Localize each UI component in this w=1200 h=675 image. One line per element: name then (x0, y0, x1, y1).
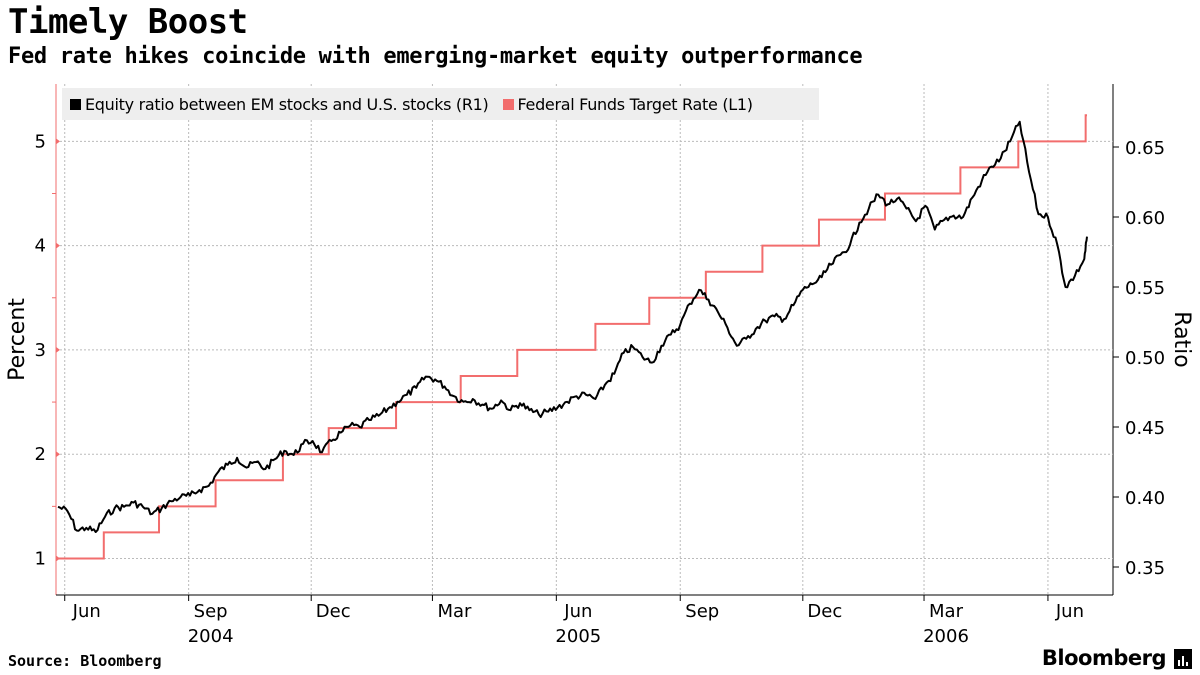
x-tick-label: Sep (194, 601, 228, 622)
left-axis-title: Percent (5, 298, 30, 381)
left-tick-marker (56, 242, 60, 249)
legend-entry-fed-funds: Federal Funds Target Rate (L1) (495, 95, 753, 114)
legend-swatch-red (502, 98, 514, 110)
right-tick-label: 0.45 (1125, 418, 1165, 439)
fed-funds-rate-line (58, 114, 1087, 560)
right-tick-label: 0.55 (1125, 278, 1165, 299)
bloomberg-bars-icon (1174, 649, 1192, 669)
x-tick-label: Jun (72, 601, 101, 622)
legend-label-equity-ratio: Equity ratio between EM stocks and U.S. … (85, 94, 489, 114)
x-tick-label: Mar (437, 601, 472, 622)
source-note: Source: Bloomberg (8, 652, 162, 670)
right-tick-label: 0.40 (1125, 488, 1165, 509)
x-tick-label: Jun (1055, 601, 1084, 622)
legend-label-fed-funds: Federal Funds Target Rate (L1) (517, 94, 754, 114)
left-tick-marker (56, 451, 60, 458)
right-tick-label: 0.50 (1125, 348, 1165, 369)
left-tick-label: 5 (35, 131, 46, 152)
legend-entry-equity-ratio: Equity ratio between EM stocks and U.S. … (62, 95, 489, 114)
x-tick-label: Dec (316, 601, 351, 622)
chart-title: Timely Boost (8, 2, 248, 42)
right-tick-label: 0.60 (1125, 208, 1165, 229)
right-tick-label: 0.65 (1125, 138, 1165, 159)
x-tick-label: Sep (685, 601, 719, 622)
x-tick-label: Mar (929, 601, 964, 622)
equity-ratio-line (57, 120, 1088, 533)
right-axis-title: Ratio (1169, 311, 1194, 367)
x-year-label: 2004 (188, 626, 234, 647)
legend-swatch-black (70, 98, 81, 110)
left-tick-label: 1 (35, 549, 46, 570)
left-tick-label: 4 (35, 236, 46, 257)
left-tick-marker (56, 346, 60, 353)
x-tick-label: Dec (807, 601, 842, 622)
right-tick-label: 0.35 (1125, 558, 1165, 579)
x-year-label: 2005 (555, 626, 601, 647)
chart-subtitle: Fed rate hikes coincide with emerging-ma… (8, 44, 863, 69)
left-tick-marker (56, 138, 60, 145)
x-year-label: 2006 (923, 626, 969, 647)
x-tick-label: Jun (563, 601, 592, 622)
left-tick-label: 3 (35, 340, 46, 361)
chart-legend: Equity ratio between EM stocks and U.S. … (62, 88, 819, 120)
brand-logo: Bloomberg (1041, 646, 1167, 670)
left-tick-label: 2 (35, 444, 46, 465)
